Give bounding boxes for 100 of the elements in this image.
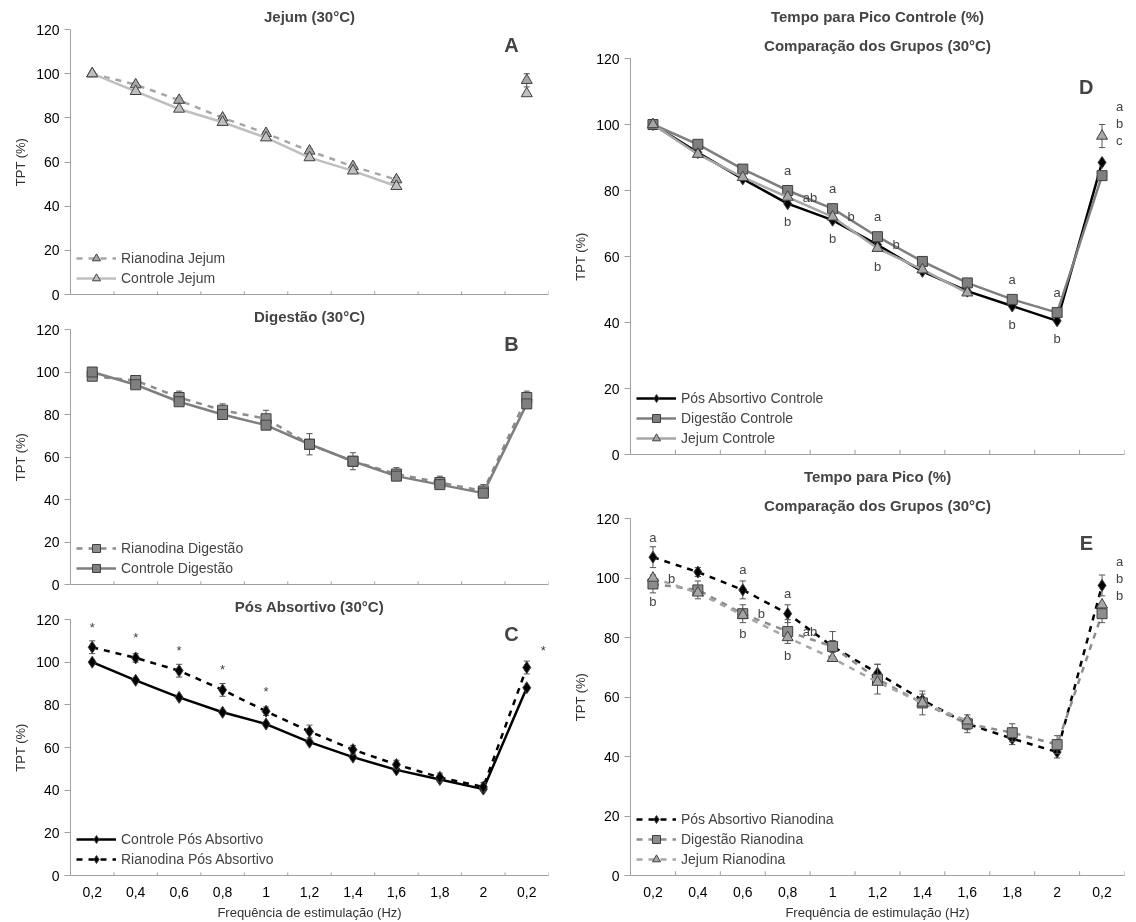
- y-axis-title: TPT (%): [573, 673, 589, 722]
- chart-title: Jejum (30°C): [263, 7, 356, 25]
- y-tick-label: 20: [43, 242, 60, 259]
- y-tick-label: 80: [43, 696, 60, 713]
- y-tick-label: 0: [51, 867, 60, 884]
- x-tick-label: 0,2: [643, 883, 663, 900]
- annotation: C: [504, 623, 519, 646]
- x-tick-label: 1,2: [867, 883, 888, 900]
- annotation: D: [1079, 76, 1094, 99]
- y-tick-label: 0: [611, 867, 620, 884]
- y-tick-label: 120: [596, 510, 620, 527]
- x-tick-label: 1: [828, 883, 837, 900]
- annotation: b: [1053, 331, 1061, 347]
- y-tick-label: 120: [596, 50, 620, 67]
- x-axis-title: Frequência de estimulação (Hz): [217, 904, 402, 920]
- y-tick-label: 120: [36, 321, 60, 338]
- x-tick-label: 0,2: [517, 883, 537, 900]
- y-tick-label: 80: [43, 109, 60, 126]
- y-tick-label: 100: [36, 654, 60, 671]
- annotation: *: [133, 630, 139, 646]
- y-tick-label: 40: [603, 748, 620, 765]
- x-tick-label: 1,2: [299, 883, 320, 900]
- y-tick-label: 120: [36, 21, 60, 38]
- annotation: b: [739, 625, 747, 641]
- x-tick-label: 0,6: [169, 883, 190, 900]
- y-tick-label: 20: [603, 380, 620, 397]
- annotation: a: [784, 163, 793, 178]
- annotation: *: [540, 642, 546, 658]
- annotation: *: [263, 683, 269, 699]
- y-axis-title: TPT (%): [13, 433, 29, 482]
- legend-label: Jejum Rianodina: [681, 851, 786, 867]
- x-tick-label: 1,8: [1002, 883, 1023, 900]
- y-tick-label: 100: [596, 116, 620, 133]
- annotation: a: [873, 209, 882, 225]
- annotation: a: [1053, 285, 1062, 301]
- legend-label: Digestão Controle: [681, 410, 794, 426]
- x-tick-label: 1,6: [957, 883, 978, 900]
- x-tick-label: 1,8: [430, 883, 450, 900]
- chart-subtitle: Comparação dos Grupos (30°C): [764, 36, 991, 54]
- legend-label: Pós Absortivo Controle: [681, 390, 824, 406]
- annotation: b: [784, 214, 792, 230]
- y-axis-title: TPT (%): [13, 138, 29, 187]
- legend-label: Pós Absortivo Rianodina: [681, 811, 834, 827]
- y-tick-label: 60: [603, 248, 620, 265]
- x-axis-title: Frequência de estimulação (Hz): [785, 904, 970, 920]
- annotation: a: [784, 586, 793, 602]
- legend-label: Jejum Controle: [681, 430, 776, 446]
- x-tick-label: 0,8: [212, 883, 233, 900]
- annotation: b: [1116, 570, 1124, 586]
- y-tick-label: 80: [43, 406, 60, 423]
- y-tick-label: 120: [36, 611, 60, 628]
- chart-subtitle: Comparação dos Grupos (30°C): [764, 496, 991, 514]
- y-tick-label: 100: [596, 570, 620, 586]
- legend-label: Rianodina Digestão: [121, 540, 244, 556]
- annotation: a: [739, 562, 748, 578]
- annotation: a: [1008, 271, 1017, 287]
- y-tick-label: 40: [43, 198, 60, 215]
- annotation: E: [1079, 532, 1093, 555]
- annotation: a: [649, 529, 658, 545]
- y-tick-label: 0: [51, 576, 60, 593]
- y-tick-label: 60: [43, 154, 60, 170]
- x-tick-label: 0,2: [82, 883, 103, 900]
- legend-label: Controle Jejum: [121, 270, 216, 286]
- annotation: b: [757, 606, 766, 622]
- annotation: b: [828, 230, 837, 246]
- chart-title: Pós Absortivo (30°C): [234, 597, 384, 615]
- y-axis-title: TPT (%): [573, 232, 589, 281]
- x-tick-label: 0,8: [777, 883, 798, 900]
- x-tick-label: 2: [1053, 883, 1062, 900]
- y-axis-title: TPT (%): [13, 723, 29, 772]
- legend-label: Rianodina Pós Absortivo: [121, 851, 274, 867]
- annotation: b: [1116, 587, 1124, 603]
- y-tick-label: 40: [43, 491, 60, 508]
- x-tick-label: 1,4: [343, 883, 363, 900]
- annotation: c: [1116, 132, 1124, 148]
- y-tick-label: 20: [603, 808, 620, 824]
- annotation: b: [873, 258, 882, 274]
- annotation: a: [1116, 98, 1125, 114]
- annotation: b: [1008, 316, 1016, 332]
- y-tick-label: 40: [43, 782, 60, 799]
- x-tick-label: 0,4: [688, 883, 708, 900]
- annotation: *: [176, 643, 182, 659]
- annotation: b: [784, 648, 792, 663]
- legend-label: Controle Digestão: [121, 560, 234, 576]
- annotation: ab: [802, 624, 818, 640]
- chart-title: Tempo para Pico Controle (%): [770, 7, 985, 25]
- y-tick-label: 20: [43, 534, 60, 550]
- x-tick-label: 1: [262, 883, 271, 900]
- legend-label: Rianodina Jejum: [121, 250, 226, 266]
- y-tick-label: 20: [43, 824, 60, 841]
- annotation: b: [667, 570, 676, 586]
- annotation: b: [1116, 115, 1124, 131]
- x-tick-label: 0,4: [125, 883, 146, 900]
- annotation: a: [828, 181, 837, 197]
- annotation: *: [89, 619, 95, 635]
- annotation: B: [504, 333, 519, 355]
- legend-label: Controle Pós Absortivo: [121, 831, 264, 847]
- annotation: *: [220, 662, 226, 678]
- y-tick-label: 40: [603, 314, 620, 331]
- y-tick-label: 80: [603, 182, 620, 199]
